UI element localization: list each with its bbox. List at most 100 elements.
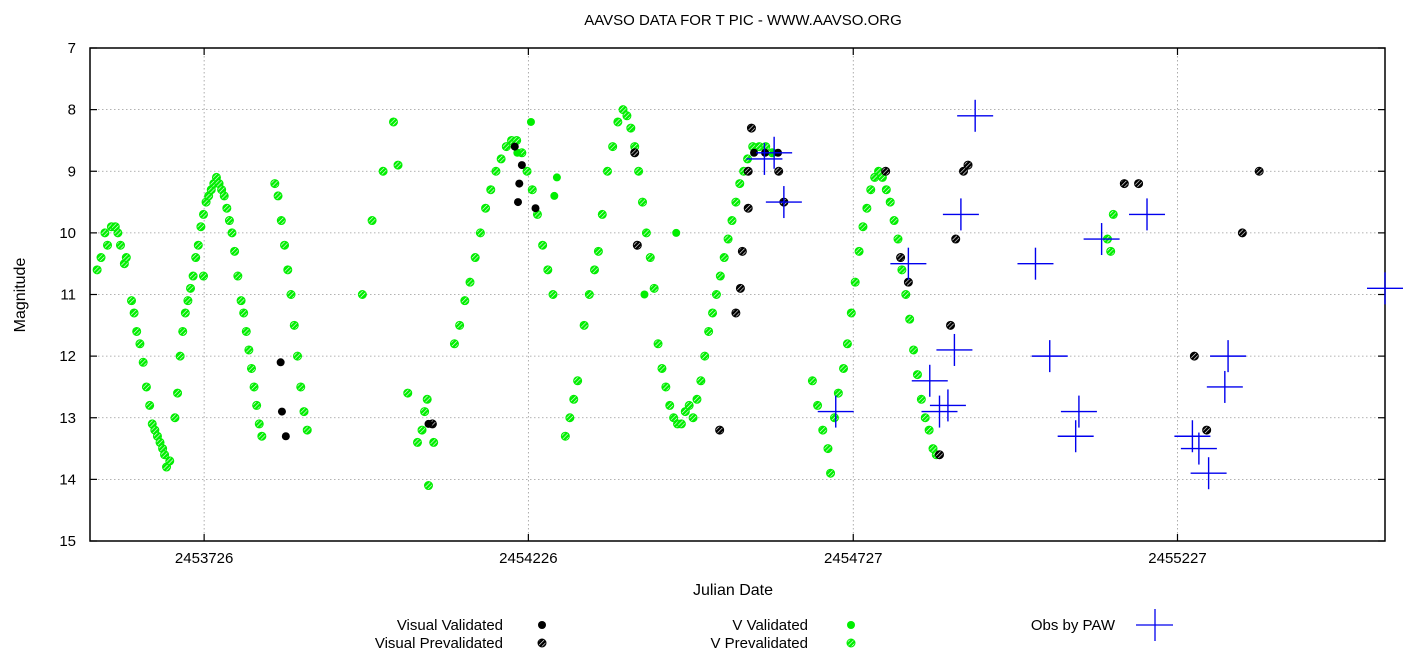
data-point [688, 413, 698, 423]
legend-marker-v-prevalidated [846, 638, 856, 648]
grid [90, 48, 1385, 541]
data-point [121, 253, 131, 263]
data-point [560, 431, 570, 441]
data-point [538, 240, 548, 250]
data-point [276, 358, 285, 367]
data-point [513, 198, 522, 207]
y-axis-label: Magnitude [12, 258, 29, 333]
data-point [817, 395, 854, 428]
data-point [737, 246, 747, 256]
legend-label-visual-validated: Visual Validated [397, 617, 503, 634]
data-points [92, 99, 1403, 491]
data-point [481, 203, 491, 213]
data-point [393, 160, 403, 170]
data-point [807, 376, 817, 386]
data-point [233, 271, 243, 281]
y-tick-label: 11 [60, 287, 76, 304]
data-point [684, 400, 694, 410]
legend-marker-visual-prevalidated [537, 638, 547, 648]
data-point [885, 197, 895, 207]
data-point [951, 234, 961, 244]
data-point [531, 204, 540, 213]
data-point [890, 247, 927, 280]
data-point [1017, 247, 1054, 280]
data-point [1237, 228, 1247, 238]
data-point [510, 142, 519, 151]
data-point [296, 382, 306, 392]
series-visual-prevalidated [427, 123, 1264, 460]
data-point [222, 203, 232, 213]
data-point [1206, 370, 1243, 403]
data-point [936, 333, 973, 366]
data-point [854, 246, 864, 256]
y-axis: 7 8 9 10 11 12 13 14 15 [59, 40, 1385, 550]
data-point [460, 296, 470, 306]
data-point [1119, 179, 1129, 189]
data-point [281, 432, 290, 441]
data-point [302, 425, 312, 435]
data-point [283, 265, 293, 275]
data-point [1174, 420, 1211, 453]
data-point [579, 320, 589, 330]
data-point [388, 117, 398, 127]
data-point [129, 308, 139, 318]
data-point [731, 197, 741, 207]
data-point [1367, 272, 1403, 305]
data-point [704, 326, 714, 336]
data-point [645, 253, 655, 263]
data-point [929, 389, 966, 422]
data-point [1060, 395, 1097, 428]
data-point [449, 339, 459, 349]
data-point [632, 240, 642, 250]
legend-marker-obs-by-paw [1136, 609, 1173, 641]
y-tick-label: 7 [68, 40, 76, 57]
x-tick-label: 2455227 [1148, 550, 1206, 567]
data-point [178, 326, 188, 336]
data-point [756, 136, 793, 169]
data-point [573, 376, 583, 386]
data-point [132, 326, 142, 336]
data-point [1057, 420, 1094, 453]
data-point [496, 154, 506, 164]
data-point [765, 186, 802, 219]
data-point [634, 166, 644, 176]
data-point [198, 271, 208, 281]
data-point [486, 185, 496, 195]
data-point [921, 395, 958, 428]
data-point [911, 364, 948, 397]
data-point [723, 234, 733, 244]
data-point [743, 166, 753, 176]
data-point [735, 179, 745, 189]
data-point [593, 246, 603, 256]
data-point [249, 382, 259, 392]
data-point [862, 203, 872, 213]
data-point [115, 240, 125, 250]
data-point [833, 388, 843, 398]
data-point [846, 308, 856, 318]
data-point [515, 179, 524, 188]
data-point [145, 400, 155, 410]
chart-title: AAVSO DATA FOR T PIC - WWW.AAVSO.ORG [584, 12, 902, 29]
data-point [889, 216, 899, 226]
data-point [412, 437, 422, 447]
legend: Visual Validated Visual Prevalidated V V… [375, 609, 1173, 652]
data-point [175, 351, 185, 361]
data-point [826, 468, 836, 478]
data-point [491, 166, 501, 176]
data-point [1202, 425, 1212, 435]
data-point [626, 123, 636, 133]
y-tick-label: 12 [59, 348, 76, 365]
data-point [513, 148, 522, 157]
data-point [715, 425, 725, 435]
data-point [1129, 198, 1166, 231]
data-point [113, 228, 123, 238]
data-point [526, 117, 535, 126]
data-point [141, 382, 151, 392]
y-tick-label: 10 [59, 225, 76, 242]
data-point [839, 363, 849, 373]
data-point [676, 419, 686, 429]
data-point [127, 296, 137, 306]
legend-label-v-validated: V Validated [732, 617, 808, 634]
data-point [299, 407, 309, 417]
